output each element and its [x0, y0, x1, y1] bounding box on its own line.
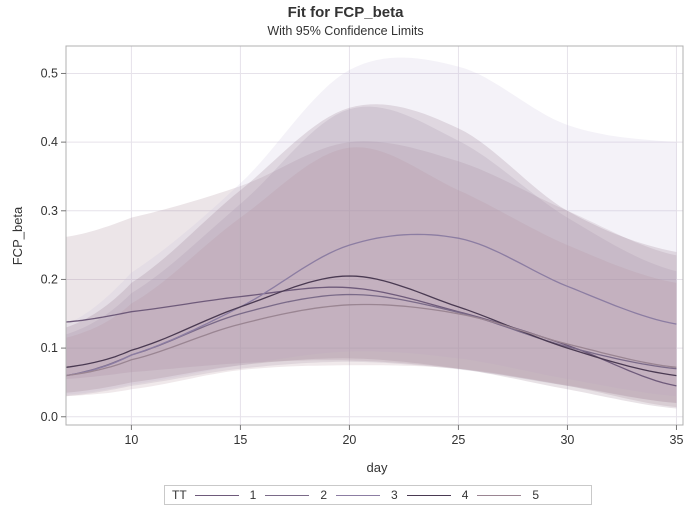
legend-item-4: 4: [406, 488, 469, 502]
legend-label: 3: [391, 488, 398, 502]
y-tick-label: 0.4: [41, 135, 58, 149]
legend-label: 4: [461, 488, 469, 502]
x-tick-label: 20: [342, 433, 356, 447]
legend-swatch: [265, 494, 310, 496]
fit-line-5: [65, 303, 677, 377]
y-axis-label: FCP_beta: [10, 206, 25, 265]
fit-line-3: [65, 233, 677, 377]
x-tick-label: 25: [451, 433, 465, 447]
confidence-band-2: [66, 106, 677, 403]
plot-frame: [65, 45, 684, 426]
fit-lines: [65, 233, 677, 387]
legend-swatch: [194, 494, 239, 496]
y-tick-label: 0.2: [41, 272, 58, 286]
x-tick-label: 35: [670, 433, 684, 447]
y-tick-label: 0.0: [41, 410, 58, 424]
legend-item-5: 5: [477, 488, 539, 502]
plot-area: [66, 46, 683, 425]
legend-label: 2: [320, 488, 328, 502]
y-tick-label: 0.3: [41, 204, 58, 218]
legend-label: 1: [249, 488, 257, 502]
x-axis-ticks: 10 15 20 25 30 35: [124, 425, 683, 447]
legend-title: TT: [172, 488, 187, 502]
legend-item-3: 3: [336, 488, 398, 502]
confidence-band-3: [66, 57, 677, 397]
legend-item-2: 2: [265, 488, 327, 502]
confidence-band-5: [66, 147, 677, 403]
legend-label: 5: [532, 488, 540, 502]
chart-title: Fit for FCP_beta: [287, 4, 404, 21]
y-tick-label: 0.1: [41, 341, 58, 355]
x-tick-label: 15: [233, 433, 247, 447]
legend-swatch: [336, 494, 381, 496]
x-tick-label: 10: [124, 433, 138, 447]
x-tick-label: 30: [560, 433, 574, 447]
fit-line-1: [65, 286, 677, 387]
chart-subtitle: With 95% Confidence Limits: [267, 24, 424, 38]
fit-line-4: [65, 275, 677, 377]
legend-swatch: [406, 494, 451, 496]
y-axis-ticks: 0.0 0.1 0.2 0.3 0.4 0.5: [41, 66, 66, 424]
y-tick-label: 0.5: [41, 66, 58, 80]
legend-swatch: [477, 494, 522, 496]
legend-item-1: 1: [194, 488, 257, 502]
confidence-band-1: [66, 141, 677, 408]
legend: TT 1 2 3 4 5: [164, 485, 592, 505]
x-axis-label: day: [367, 460, 388, 475]
